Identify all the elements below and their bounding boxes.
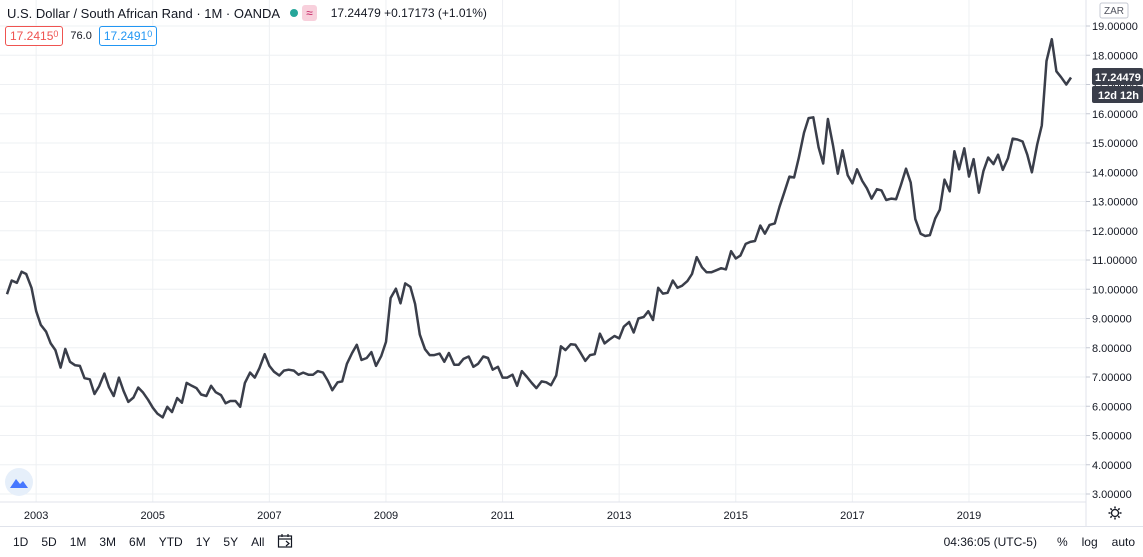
sell-price: 17.2415 [10, 29, 54, 43]
y-tick-label: 3.00000 [1092, 489, 1132, 501]
tradingview-logo-icon[interactable] [5, 468, 33, 496]
market-status-dot [290, 9, 299, 17]
range-selector: 1D 5D 1M 3M 6M YTD 1Y 5Y All [13, 535, 277, 549]
range-button-3m[interactable]: 3M [99, 535, 117, 549]
x-tick-label: 2013 [607, 510, 631, 522]
x-tick-label: 2019 [957, 510, 981, 522]
clock-time[interactable]: 04:36:05 (UTC-5) [943, 535, 1037, 549]
time-axis[interactable]: 2003 2005 2007 2009 2011 2013 2015 2017 2019 [24, 510, 981, 522]
symbol-title[interactable]: U.S. Dollar / South African Rand · 1M · … [7, 5, 281, 21]
x-tick-label: 2003 [24, 510, 48, 522]
y-tick-label: 13.00000 [1092, 197, 1138, 209]
y-tick-label: 5.00000 [1092, 431, 1132, 443]
price-axis[interactable]: 19.0000018.0000017.0000016.0000015.00000… [1086, 21, 1138, 501]
currency-label: ZAR [1104, 6, 1124, 17]
y-tick-label: 19.00000 [1092, 21, 1138, 33]
x-tick-label: 2015 [724, 510, 748, 522]
chart-grid [0, 0, 1086, 502]
trade-panel: 17.24150 76.0 17.24910 [5, 26, 158, 46]
sell-price-sup: 0 [53, 29, 59, 39]
range-button-all[interactable]: All [251, 535, 265, 549]
y-tick-label: 12.00000 [1092, 226, 1138, 238]
range-button-5y[interactable]: 5Y [223, 535, 239, 549]
countdown-label: 12d 12h [1098, 90, 1139, 102]
x-tick-label: 2005 [141, 510, 165, 522]
x-tick-label: 2011 [491, 510, 515, 522]
x-tick-label: 2009 [374, 510, 398, 522]
buy-price: 17.2491 [103, 29, 148, 43]
approx-icon[interactable]: ≈ [302, 5, 317, 21]
last-price-change: 17.24479 +0.17173 (+1.01%) [331, 6, 487, 20]
range-button-1d[interactable]: 1D [13, 535, 29, 549]
settings-gear-icon[interactable] [1108, 506, 1122, 525]
y-tick-label: 4.00000 [1092, 460, 1132, 472]
sell-button[interactable]: 17.24150 [5, 26, 64, 46]
price-chart[interactable]: 19.0000018.0000017.0000016.0000015.00000… [0, 0, 1143, 526]
chart-header: U.S. Dollar / South African Rand · 1M · … [7, 5, 487, 21]
range-button-6m[interactable]: 6M [129, 535, 146, 549]
range-button-1m[interactable]: 1M [69, 535, 87, 549]
last-price: 17.24479 [330, 6, 381, 20]
range-button-1y[interactable]: 1Y [195, 535, 211, 549]
y-tick-label: 7.00000 [1092, 372, 1132, 384]
spread-value: 76.0 [70, 30, 92, 42]
price-change: +0.17173 (+1.01%) [384, 6, 487, 20]
bottom-toolbar: 1D 5D 1M 3M 6M YTD 1Y 5Y All 04:36:05 (UTC-5) % … [0, 526, 1143, 557]
y-tick-label: 10.00000 [1092, 284, 1138, 296]
y-tick-label: 8.00000 [1092, 343, 1132, 355]
current-price-label: 17.24479 [1095, 72, 1141, 84]
x-tick-label: 2017 [840, 510, 864, 522]
y-tick-label: 6.00000 [1092, 401, 1132, 413]
y-tick-label: 16.00000 [1092, 109, 1138, 121]
y-tick-label: 11.00000 [1092, 255, 1137, 267]
range-button-ytd[interactable]: YTD [158, 535, 183, 549]
y-tick-label: 15.00000 [1092, 138, 1138, 150]
currency-badge: ZAR [1099, 2, 1129, 19]
buy-button[interactable]: 17.24910 [98, 26, 158, 46]
current-price-badge: 17.24479 12d 12h [1092, 68, 1143, 103]
auto-scale-toggle[interactable]: auto [1111, 535, 1135, 549]
buy-price-sup: 0 [147, 29, 153, 39]
x-tick-label: 2007 [257, 510, 281, 522]
y-tick-label: 14.00000 [1092, 167, 1138, 179]
log-scale-toggle[interactable]: log [1081, 535, 1098, 549]
series-line [5, 37, 1073, 419]
y-tick-label: 9.00000 [1092, 314, 1132, 326]
percent-scale-toggle[interactable]: % [1056, 535, 1068, 549]
range-button-5d[interactable]: 5D [41, 535, 57, 549]
y-tick-label: 18.00000 [1092, 50, 1138, 62]
scale-tools: 04:36:05 (UTC-5) % log auto [930, 535, 1135, 549]
calendar-goto-icon[interactable] [277, 533, 293, 552]
